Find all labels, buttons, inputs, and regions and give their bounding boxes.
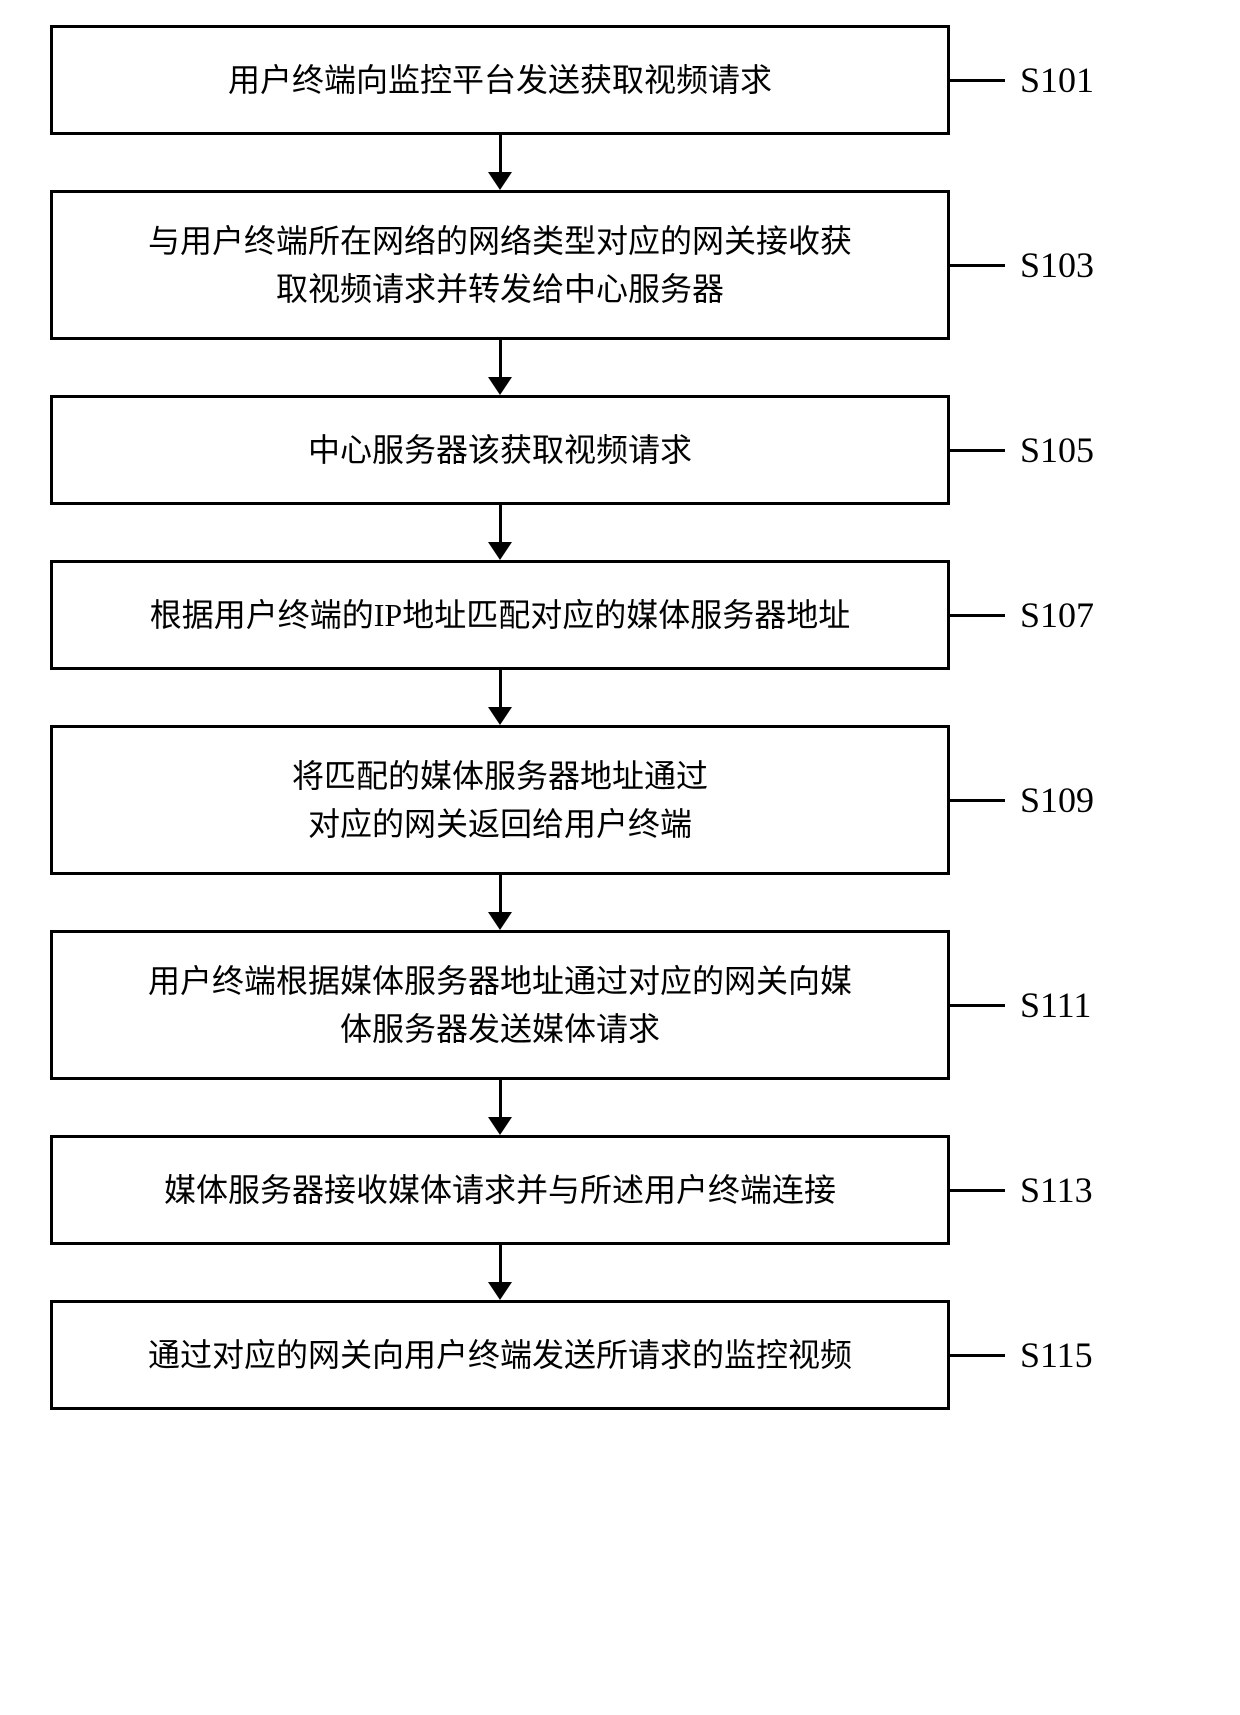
step-box-s109: 将匹配的媒体服务器地址通过 对应的网关返回给用户终端 xyxy=(50,725,950,875)
step-label-s115: S115 xyxy=(1020,1334,1093,1376)
arrow xyxy=(50,135,950,190)
step-row-s107: 根据用户终端的IP地址匹配对应的媒体服务器地址 S107 xyxy=(50,560,1190,670)
step-box-s101: 用户终端向监控平台发送获取视频请求 xyxy=(50,25,950,135)
step-row-s113: 媒体服务器接收媒体请求并与所述用户终端连接 S113 xyxy=(50,1135,1190,1245)
arrow-line xyxy=(499,135,502,175)
step-row-s101: 用户终端向监控平台发送获取视频请求 S101 xyxy=(50,25,1190,135)
arrow-line xyxy=(499,505,502,545)
step-row-s111: 用户终端根据媒体服务器地址通过对应的网关向媒 体服务器发送媒体请求 S111 xyxy=(50,930,1190,1080)
arrow-head-icon xyxy=(488,1117,512,1135)
arrow xyxy=(50,875,950,930)
step-text: 用户终端向监控平台发送获取视频请求 xyxy=(228,56,772,104)
flowchart-container: 用户终端向监控平台发送获取视频请求 S101 与用户终端所在网络的网络类型对应的… xyxy=(50,25,1190,1410)
step-text: 取视频请求并转发给中心服务器 xyxy=(276,265,724,313)
step-label-s107: S107 xyxy=(1020,594,1094,636)
step-label-s113: S113 xyxy=(1020,1169,1093,1211)
step-box-s115: 通过对应的网关向用户终端发送所请求的监控视频 xyxy=(50,1300,950,1410)
step-row-s103: 与用户终端所在网络的网络类型对应的网关接收获 取视频请求并转发给中心服务器 S1… xyxy=(50,190,1190,340)
arrow xyxy=(50,670,950,725)
connector-line xyxy=(950,1354,1005,1357)
step-text: 媒体服务器接收媒体请求并与所述用户终端连接 xyxy=(164,1166,836,1214)
arrow-head-icon xyxy=(488,542,512,560)
step-text: 用户终端根据媒体服务器地址通过对应的网关向媒 xyxy=(148,957,852,1005)
arrow xyxy=(50,1080,950,1135)
step-label-s101: S101 xyxy=(1020,59,1094,101)
step-label-s103: S103 xyxy=(1020,244,1094,286)
connector-line xyxy=(950,264,1005,267)
step-text: 体服务器发送媒体请求 xyxy=(340,1005,660,1053)
arrow-line xyxy=(499,875,502,915)
arrow-head-icon xyxy=(488,377,512,395)
connector-line xyxy=(950,1189,1005,1192)
connector-line xyxy=(950,449,1005,452)
arrow xyxy=(50,505,950,560)
arrow-line xyxy=(499,670,502,710)
arrow-line xyxy=(499,1245,502,1285)
step-text: 与用户终端所在网络的网络类型对应的网关接收获 xyxy=(148,217,852,265)
step-label-s109: S109 xyxy=(1020,779,1094,821)
step-box-s113: 媒体服务器接收媒体请求并与所述用户终端连接 xyxy=(50,1135,950,1245)
step-text: 将匹配的媒体服务器地址通过 xyxy=(292,752,708,800)
arrow xyxy=(50,1245,950,1300)
arrow-head-icon xyxy=(488,172,512,190)
step-row-s109: 将匹配的媒体服务器地址通过 对应的网关返回给用户终端 S109 xyxy=(50,725,1190,875)
step-label-s105: S105 xyxy=(1020,429,1094,471)
arrow-line xyxy=(499,340,502,380)
step-text: 根据用户终端的IP地址匹配对应的媒体服务器地址 xyxy=(150,591,850,639)
arrow-line xyxy=(499,1080,502,1120)
step-text: 通过对应的网关向用户终端发送所请求的监控视频 xyxy=(148,1331,852,1379)
arrow-head-icon xyxy=(488,707,512,725)
connector-line xyxy=(950,799,1005,802)
arrow-head-icon xyxy=(488,912,512,930)
step-box-s107: 根据用户终端的IP地址匹配对应的媒体服务器地址 xyxy=(50,560,950,670)
step-text: 对应的网关返回给用户终端 xyxy=(308,800,692,848)
connector-line xyxy=(950,1004,1005,1007)
step-box-s111: 用户终端根据媒体服务器地址通过对应的网关向媒 体服务器发送媒体请求 xyxy=(50,930,950,1080)
step-box-s103: 与用户终端所在网络的网络类型对应的网关接收获 取视频请求并转发给中心服务器 xyxy=(50,190,950,340)
step-row-s115: 通过对应的网关向用户终端发送所请求的监控视频 S115 xyxy=(50,1300,1190,1410)
arrow xyxy=(50,340,950,395)
step-box-s105: 中心服务器该获取视频请求 xyxy=(50,395,950,505)
step-label-s111: S111 xyxy=(1020,984,1091,1026)
connector-line xyxy=(950,614,1005,617)
connector-line xyxy=(950,79,1005,82)
step-text: 中心服务器该获取视频请求 xyxy=(308,426,692,474)
arrow-head-icon xyxy=(488,1282,512,1300)
step-row-s105: 中心服务器该获取视频请求 S105 xyxy=(50,395,1190,505)
